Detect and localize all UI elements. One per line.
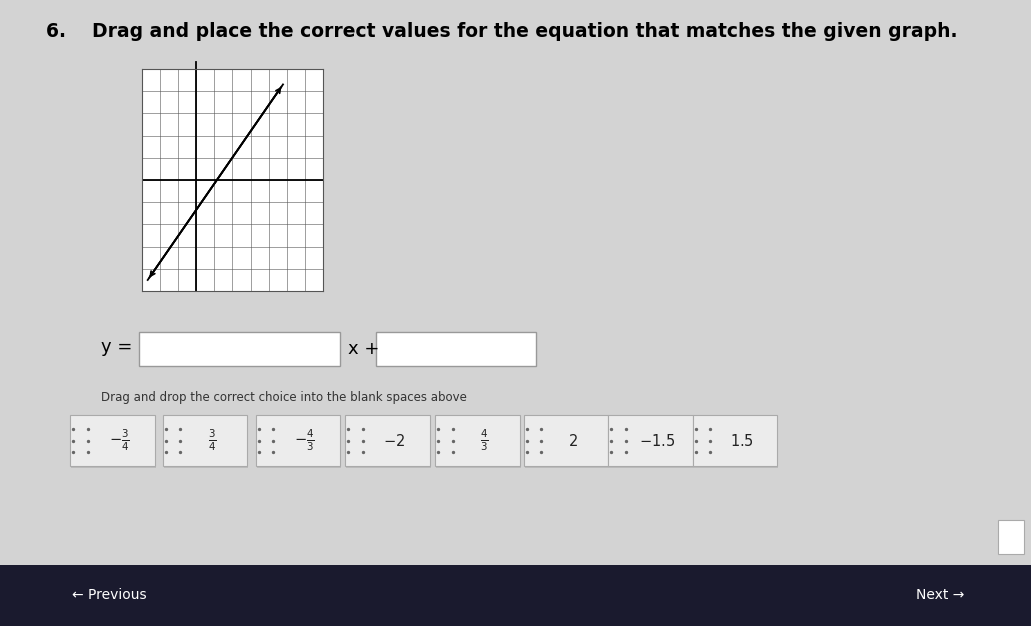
- FancyBboxPatch shape: [435, 415, 520, 466]
- FancyBboxPatch shape: [346, 416, 431, 468]
- Text: $-\frac{4}{3}$: $-\frac{4}{3}$: [294, 428, 315, 453]
- FancyBboxPatch shape: [139, 332, 340, 366]
- Text: y =: y =: [101, 339, 132, 356]
- FancyBboxPatch shape: [376, 332, 536, 366]
- FancyBboxPatch shape: [998, 520, 1024, 554]
- FancyBboxPatch shape: [163, 415, 247, 466]
- FancyBboxPatch shape: [345, 415, 430, 466]
- FancyBboxPatch shape: [70, 415, 155, 466]
- Text: Next →: Next →: [916, 588, 964, 602]
- FancyBboxPatch shape: [436, 416, 521, 468]
- Text: x +: x +: [348, 340, 379, 357]
- Text: Drag and drop the correct choice into the blank spaces above: Drag and drop the correct choice into th…: [101, 391, 467, 404]
- FancyBboxPatch shape: [693, 415, 777, 466]
- Text: ← Previous: ← Previous: [72, 588, 146, 602]
- FancyBboxPatch shape: [609, 416, 694, 468]
- FancyBboxPatch shape: [694, 416, 778, 468]
- Text: $\frac{3}{4}$: $\frac{3}{4}$: [207, 428, 217, 453]
- Text: $-\frac{3}{4}$: $-\frac{3}{4}$: [108, 428, 130, 453]
- FancyBboxPatch shape: [524, 415, 608, 466]
- FancyBboxPatch shape: [525, 416, 609, 468]
- FancyBboxPatch shape: [164, 416, 248, 468]
- Text: $-1.5$: $-1.5$: [639, 433, 675, 449]
- Text: $2$: $2$: [568, 433, 577, 449]
- FancyBboxPatch shape: [71, 416, 156, 468]
- FancyBboxPatch shape: [256, 415, 340, 466]
- FancyBboxPatch shape: [257, 416, 341, 468]
- Text: $-2$: $-2$: [384, 433, 405, 449]
- Text: 6.    Drag and place the correct values for the equation that matches the given : 6. Drag and place the correct values for…: [46, 22, 958, 41]
- Text: $1.5$: $1.5$: [730, 433, 754, 449]
- FancyBboxPatch shape: [608, 415, 693, 466]
- Text: $\frac{4}{3}$: $\frac{4}{3}$: [479, 428, 489, 453]
- Bar: [0, 565, 1031, 626]
